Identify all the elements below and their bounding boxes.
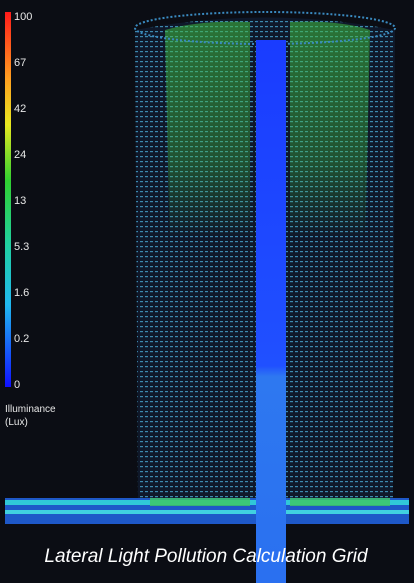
legend-title: Illuminance	[5, 404, 56, 415]
legend-tick-label: 67	[14, 57, 26, 69]
legend-tick-label: 100	[14, 11, 32, 23]
legend-tick-label: 1.6	[14, 287, 29, 299]
legend-tick-label: 42	[14, 103, 26, 115]
legend-title: (Lux)	[5, 417, 28, 428]
legend-tick-label: 24	[14, 149, 26, 161]
caption: Lateral Light Pollution Calculation Grid	[44, 546, 369, 567]
legend-tick-label: 13	[14, 195, 26, 207]
central-column	[256, 40, 286, 583]
legend-tick-label: 0.2	[14, 333, 29, 345]
render-view: 100674224135.31.60.20 Illuminance (Lux) …	[0, 0, 414, 583]
legend-tick-label: 0	[14, 379, 20, 391]
legend-tick-label: 5.3	[14, 241, 29, 253]
ground-plane	[5, 498, 409, 524]
color-bar	[5, 12, 11, 387]
